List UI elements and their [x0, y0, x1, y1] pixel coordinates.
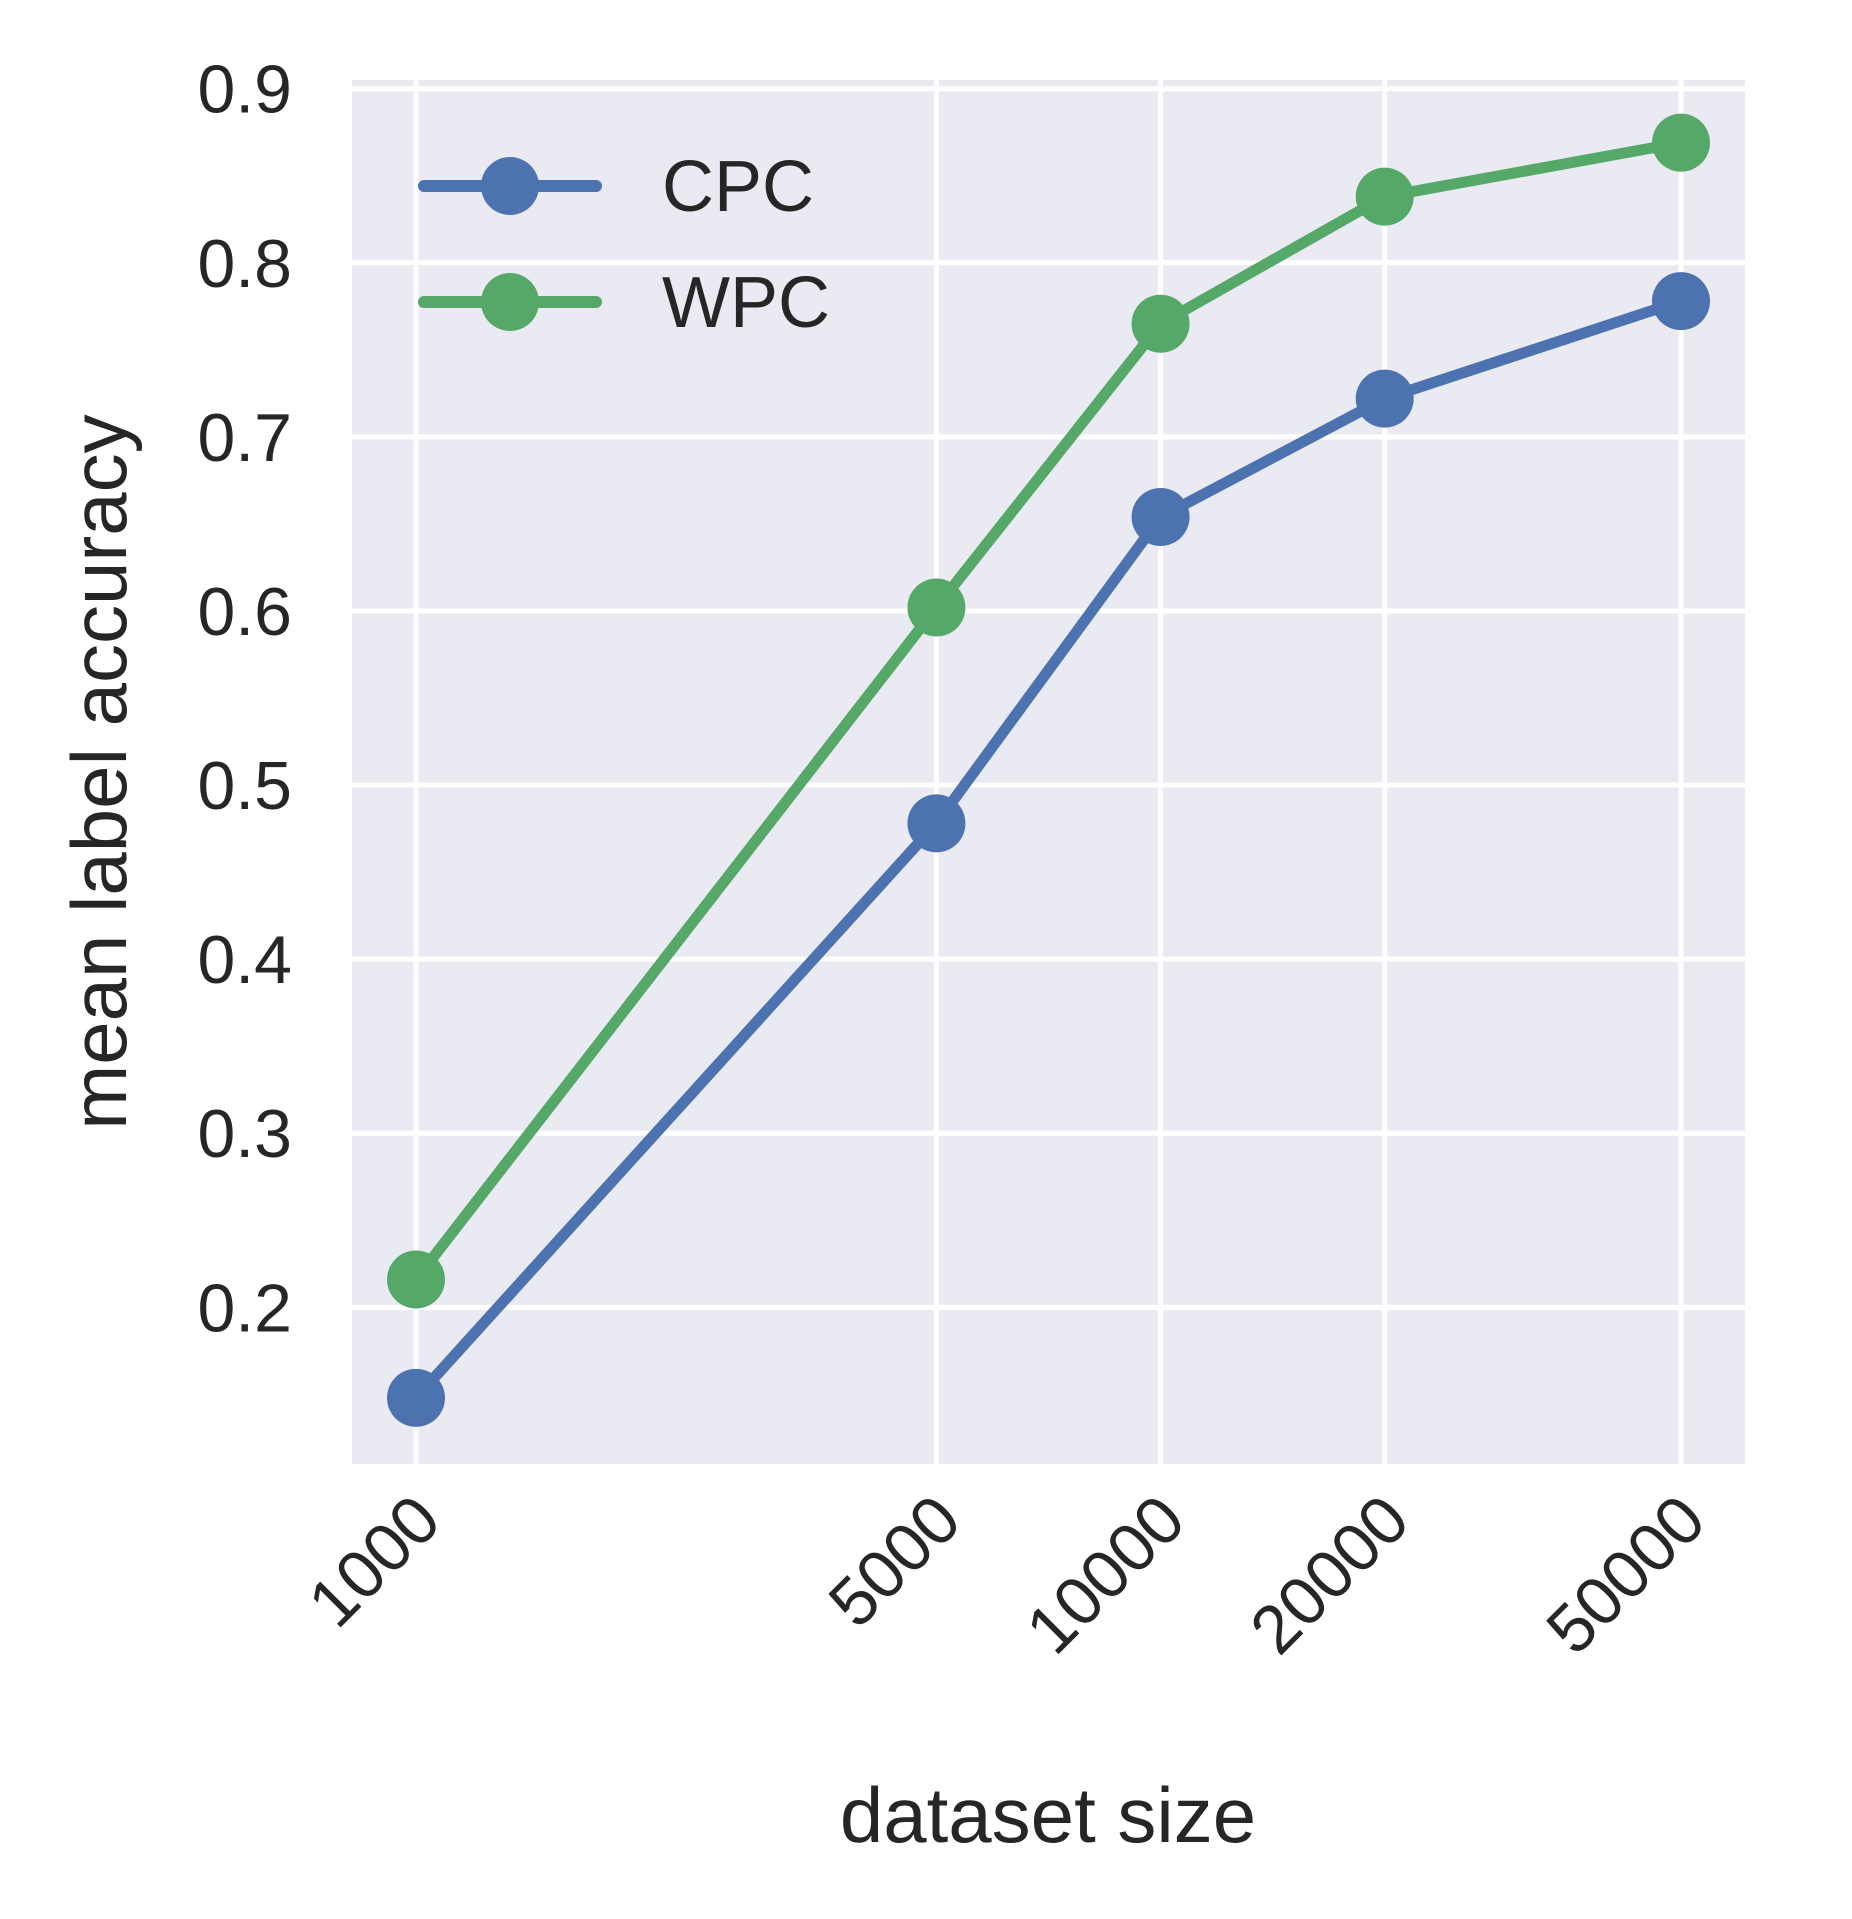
y-axis-label: mean label accuracy — [55, 414, 143, 1129]
data-point-wpc — [1355, 167, 1414, 226]
data-point-cpc — [907, 794, 966, 853]
data-point-wpc — [1652, 113, 1710, 172]
y-tick-label: 0.3 — [197, 1096, 292, 1172]
x-axis-ticks: 1000 5000 10000 20000 50000 — [294, 1481, 1720, 1668]
series-layer — [387, 113, 1710, 1427]
legend-marker-wpc — [481, 273, 539, 331]
legend-label-wpc: WPC — [662, 263, 830, 343]
legend-marker-cpc — [481, 157, 539, 215]
data-point-wpc — [907, 578, 966, 637]
y-axis-ticks: 0.2 0.3 0.4 0.5 0.6 0.7 0.8 0.9 — [197, 52, 292, 1347]
y-tick-label: 0.4 — [197, 922, 292, 998]
y-tick-label: 0.9 — [197, 52, 292, 128]
plot-background — [352, 80, 1745, 1464]
x-tick-label: 20000 — [1236, 1481, 1423, 1668]
x-tick-label: 1000 — [294, 1481, 455, 1642]
data-point-cpc — [1131, 487, 1190, 546]
x-tick-label: 5000 — [814, 1481, 975, 1642]
y-tick-label: 0.2 — [197, 1270, 292, 1346]
legend-item-wpc: WPC — [418, 263, 830, 343]
y-tick-label: 0.5 — [197, 748, 292, 824]
x-tick-label: 50000 — [1532, 1481, 1719, 1668]
y-tick-label: 0.8 — [197, 226, 292, 302]
series-cpc — [387, 272, 1710, 1427]
legend-item-cpc: CPC — [418, 147, 814, 227]
legend: CPC WPC — [418, 147, 830, 343]
data-point-wpc — [387, 1250, 445, 1309]
y-tick-label: 0.7 — [197, 400, 292, 476]
data-point-cpc — [1652, 272, 1710, 331]
series-wpc — [387, 113, 1710, 1309]
x-tick-label: 10000 — [1012, 1481, 1199, 1668]
data-point-cpc — [1355, 369, 1414, 428]
data-point-wpc — [1131, 294, 1190, 353]
x-axis-label: dataset size — [840, 1771, 1256, 1859]
legend-label-cpc: CPC — [662, 147, 814, 227]
data-point-cpc — [387, 1368, 445, 1427]
y-tick-label: 0.6 — [197, 574, 292, 650]
